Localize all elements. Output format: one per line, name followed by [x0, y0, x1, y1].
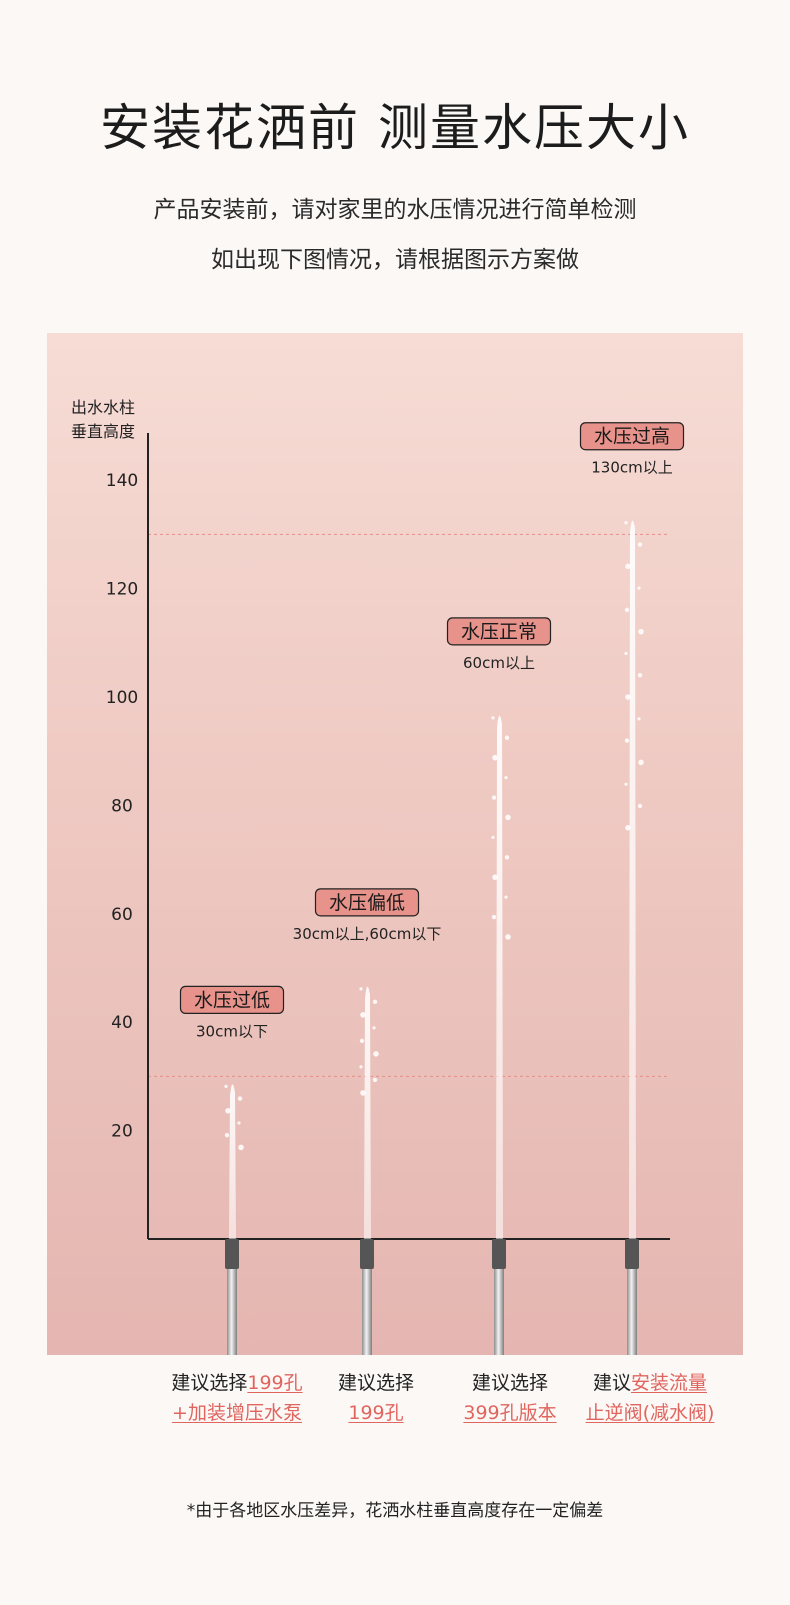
footnote: *由于各地区水压差异，花洒水柱垂直高度存在一定偏差 [186, 1501, 604, 1521]
rec-4-highlight-2: 止逆阀(减水阀) [585, 1402, 715, 1424]
rec-4-prefix: 建议 [592, 1372, 631, 1394]
subtitle-line-1: 产品安装前，请对家里的水压情况进行简单检测 [153, 197, 637, 223]
water-droplet-1-1 [224, 1084, 228, 1088]
rec-1-prefix: 建议选择 [171, 1372, 248, 1394]
water-droplet-3-3 [492, 754, 498, 761]
recommendation-4: 建议安装流量 止逆阀(减水阀) [565, 1368, 735, 1428]
nozzle-1 [225, 1239, 239, 1269]
water-droplet-2-9 [360, 1090, 366, 1096]
water-droplet-1-6 [238, 1144, 244, 1151]
water-droplet-2-2 [372, 999, 378, 1005]
water-droplet-2-1 [359, 987, 363, 991]
subtitle-line-2: 如出现下图情况，请根据图示方案做 [211, 247, 579, 273]
water-droplet-2-7 [359, 1065, 363, 1069]
rec-1-highlight-1: 199孔 [247, 1372, 303, 1394]
nozzle-3 [492, 1239, 506, 1269]
recommendation-1: 建议选择199孔 +加装增压水泵 [152, 1368, 322, 1428]
water-droplet-3-2 [504, 735, 510, 740]
water-droplet-3-6 [505, 814, 511, 821]
water-droplet-2-5 [359, 1038, 365, 1044]
water-droplet-2-3 [360, 1012, 366, 1018]
pressure-range-label-1: 30cm以下 [196, 1022, 268, 1040]
water-droplet-3-8 [504, 855, 510, 860]
pressure-badge-4 [579, 422, 685, 451]
water-droplet-1-5 [224, 1132, 230, 1138]
water-droplet-4-3 [625, 563, 631, 570]
pressure-badge-3 [446, 617, 552, 646]
pressure-badge-1 [179, 985, 285, 1015]
pressure-badge-2 [314, 888, 420, 917]
pipe-2 [362, 1269, 372, 1355]
chart-panel: 出水水柱垂直高度 20 40 60 80 100 120 140 水压过低 30cm以下 水压偏低 3… [47, 333, 743, 1355]
pressure-category-label-1: 水压过低 [194, 989, 270, 1011]
rec-4-highlight-1: 安装流量 [631, 1372, 708, 1394]
water-droplet-4-10 [637, 717, 641, 721]
water-droplet-4-7 [624, 651, 628, 656]
y-tick-label-140: 140 [106, 471, 138, 491]
water-droplet-4-13 [624, 782, 628, 786]
pipe-3 [494, 1269, 504, 1355]
water-droplet-3-11 [491, 914, 497, 920]
water-column-1 [229, 1084, 236, 1239]
water-column-3 [496, 715, 503, 1239]
water-column-2 [364, 986, 371, 1239]
pipe-1 [227, 1269, 237, 1355]
water-droplet-3-7 [491, 835, 495, 839]
water-droplet-4-2 [637, 542, 643, 547]
water-droplet-3-10 [504, 895, 508, 899]
recommendation-2: 建议选择 199孔 [291, 1368, 461, 1428]
y-axis-label-line-1: 出水水柱 [71, 398, 135, 417]
water-droplet-4-4 [637, 586, 641, 590]
water-droplet-2-8 [372, 1077, 378, 1083]
water-droplet-2-4 [372, 1026, 376, 1030]
water-droplet-1-4 [237, 1121, 241, 1125]
pipe-4 [627, 1269, 637, 1355]
pressure-category-label-2: 水压偏低 [329, 892, 405, 914]
pressure-category-label-3: 水压正常 [461, 621, 537, 643]
y-tick-label-100: 100 [106, 688, 138, 708]
water-droplet-1-2 [237, 1096, 243, 1101]
recommendations: 建议选择199孔 +加装增压水泵 建议选择 199孔 建议选择 399孔版本 建… [0, 1368, 790, 1448]
y-tick-label-60: 60 [111, 905, 133, 925]
water-droplet-3-1 [491, 716, 495, 720]
water-droplet-4-5 [624, 607, 630, 613]
nozzle-4 [625, 1239, 639, 1269]
pressure-category-label-4: 水压过高 [594, 426, 670, 448]
water-droplet-1-3 [225, 1107, 231, 1114]
y-tick-label-20: 20 [111, 1122, 133, 1142]
water-droplet-4-9 [625, 694, 631, 700]
water-droplet-4-6 [638, 628, 644, 635]
y-tick-label-120: 120 [106, 580, 138, 600]
recommendation-3: 建议选择 399孔版本 [425, 1368, 595, 1428]
water-droplet-3-9 [492, 874, 498, 880]
y-tick-label-80: 80 [111, 796, 133, 816]
water-column-4 [629, 520, 636, 1239]
rec-2-prefix: 建议选择 [337, 1372, 414, 1394]
rec-1-highlight-2: +加装增压水泵 [172, 1402, 302, 1424]
pressure-range-label-3: 60cm以上 [463, 654, 535, 672]
water-droplet-3-4 [504, 775, 508, 780]
y-tick-label-40: 40 [111, 1013, 133, 1033]
water-droplet-3-5 [491, 795, 497, 800]
water-droplet-2-6 [373, 1051, 379, 1057]
rec-3-highlight-2: 399孔版本 [463, 1402, 557, 1424]
y-axis-label-line-2: 垂直高度 [71, 422, 135, 441]
page-title: 安装花洒前 测量水压大小 [100, 99, 690, 157]
pressure-range-label-2: 30cm以上,60cm以下 [293, 925, 442, 943]
water-droplet-4-15 [625, 824, 631, 831]
pressure-range-label-4: 130cm以上 [591, 459, 673, 477]
water-droplet-4-8 [637, 673, 643, 678]
water-droplet-4-1 [624, 521, 628, 525]
water-droplet-4-14 [637, 803, 643, 809]
water-droplet-4-11 [624, 738, 630, 743]
rec-3-prefix: 建议选择 [471, 1372, 548, 1394]
rec-2-highlight-2: 199孔 [348, 1402, 404, 1424]
nozzle-2 [360, 1239, 374, 1269]
water-droplet-4-12 [638, 759, 644, 766]
water-droplet-3-12 [505, 934, 511, 940]
